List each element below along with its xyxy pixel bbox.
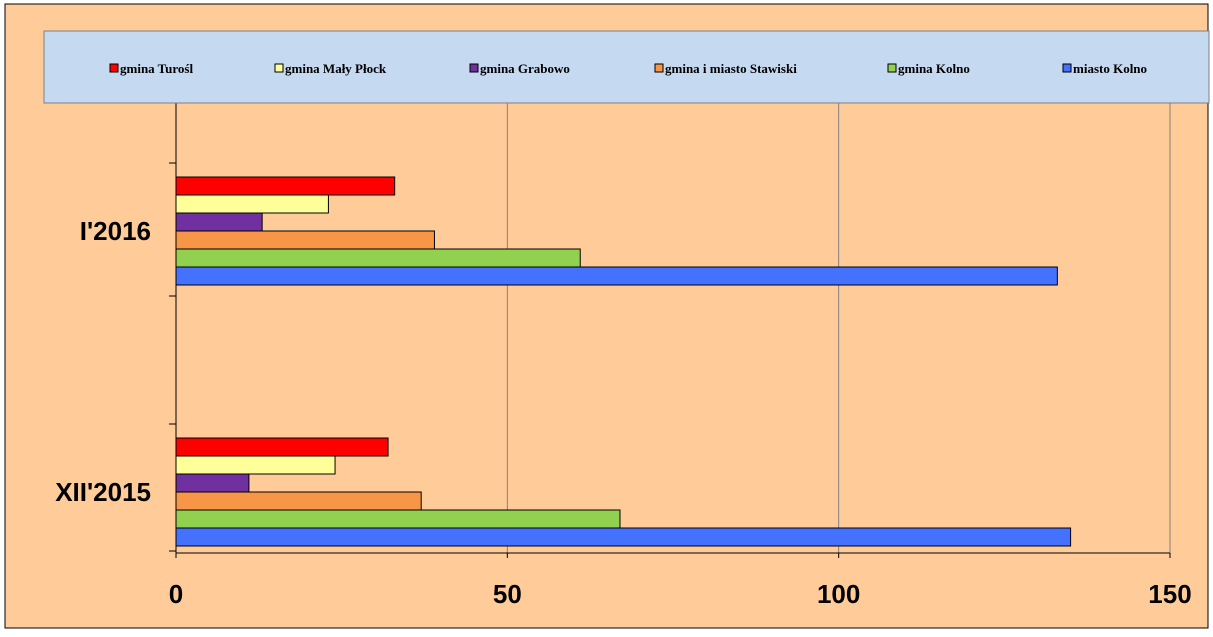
legend-box: [43, 30, 1210, 104]
bar-i-2016-gmina-turosl: [175, 176, 396, 196]
legend-swatch-miasto-kolno: [1062, 63, 1072, 73]
x-tick-label-100: 100: [817, 579, 860, 609]
legend-label-gmina-grabowo: gmina Grabowo: [480, 61, 570, 76]
legend-label-miasto-kolno: miasto Kolno: [1073, 61, 1147, 76]
legend-swatch-gmina-maly-plock: [274, 63, 284, 73]
x-tick-label-50: 50: [493, 579, 522, 609]
y-category-label-i-2016: I'2016: [80, 216, 151, 246]
legend: gmina Turośl gmina Mały Płock gmina Grabow…: [43, 30, 1210, 104]
bar-xii-2015-gmina-turosl: [175, 437, 389, 457]
legend-label-gmina-i-miasto-stawiski: gmina i miasto Stawiski: [665, 61, 797, 76]
bar-xii-2015-gmina-maly-plock: [175, 455, 336, 475]
y-category-label-xii-2015: XII'2015: [55, 477, 151, 507]
bar-xii-2015-gmina-kolno: [175, 509, 621, 529]
bar-i-2016-gmina-kolno: [175, 248, 581, 268]
bar-i-2016-gmina-grabowo: [175, 212, 263, 232]
bars: [175, 176, 1072, 547]
gridlines: [506, 103, 1171, 553]
legend-label-gmina-kolno: gmina Kolno: [898, 61, 970, 76]
legend-swatch-gmina-kolno: [887, 63, 897, 73]
bar-xii-2015-gmina-i-miasto-stawiski: [175, 491, 422, 511]
bar-i-2016-gmina-maly-plock: [175, 194, 329, 214]
bar-i-2016-gmina-i-miasto-stawiski: [175, 230, 435, 250]
x-tick-label-0: 0: [169, 579, 183, 609]
bar-xii-2015-miasto-kolno: [175, 527, 1072, 547]
labels: 0 50 100 150 I'2016 XII'2015: [55, 216, 1192, 609]
legend-swatch-gmina-i-miasto-stawiski: [654, 63, 664, 73]
legend-label-gmina-maly-plock: gmina Mały Płock: [285, 61, 387, 76]
x-tick-label-150: 150: [1148, 579, 1191, 609]
bar-i-2016-miasto-kolno: [175, 266, 1058, 286]
legend-swatch-gmina-grabowo: [469, 63, 479, 73]
legend-label-gmina-turosl: gmina Turośl: [120, 61, 193, 76]
legend-swatch-gmina-turosl: [109, 63, 119, 73]
bar-xii-2015-gmina-grabowo: [175, 473, 250, 493]
